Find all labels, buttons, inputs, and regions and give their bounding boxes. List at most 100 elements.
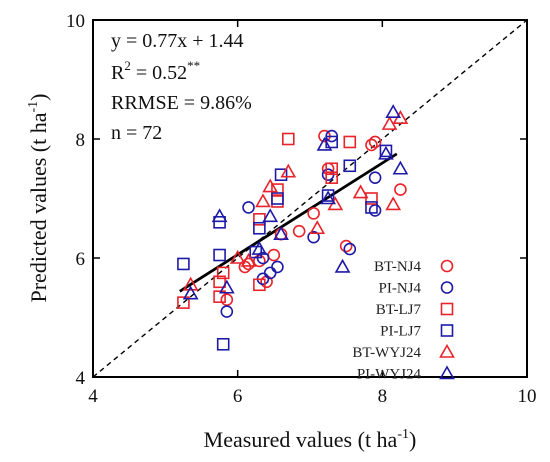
- point-bt-wyj24: [240, 252, 257, 267]
- reference-lines: [92, 19, 528, 378]
- point-pi-wyj24: [378, 145, 394, 160]
- legend-marker-bt-wyj24: [439, 343, 455, 358]
- point-pi-nj4: [307, 230, 320, 244]
- point-pi-wyj24: [251, 240, 268, 255]
- point-pi-lj7: [249, 245, 263, 259]
- point-pi-nj4: [220, 305, 234, 318]
- y-tick-label: 6: [76, 249, 86, 270]
- sample-count: n = 72: [111, 122, 162, 144]
- y-axis-label-text: Predicted values (t ha: [26, 112, 51, 302]
- point-pi-wyj24: [273, 226, 289, 240]
- x-tick-label: 8: [378, 386, 388, 407]
- axis-ticks: 4 6 8 10 4 6 8 10: [66, 11, 537, 407]
- point-bt-nj4: [292, 224, 306, 238]
- x-tick-label: 10: [518, 386, 537, 407]
- point-bt-wyj24: [352, 184, 369, 199]
- point-bt-nj4: [368, 135, 382, 149]
- x-axis-label: Measured values (t ha-1): [204, 427, 417, 452]
- point-pi-wyj24: [182, 285, 199, 300]
- point-bt-nj4: [394, 183, 407, 196]
- point-bt-lj7: [213, 290, 226, 303]
- y-tick-label: 10: [66, 11, 85, 32]
- point-bt-wyj24: [309, 220, 326, 235]
- legend-marker-pi-lj7: [440, 324, 454, 337]
- point-bt-lj7: [216, 266, 230, 280]
- x-tick-label: 6: [233, 386, 243, 407]
- point-bt-wyj24: [280, 163, 297, 178]
- r-squared-superscript: 2: [124, 58, 131, 73]
- x-axis-label-superscript: -1: [397, 427, 409, 442]
- point-bt-nj4: [253, 254, 266, 268]
- point-bt-lj7: [343, 135, 357, 149]
- point-pi-lj7: [213, 216, 226, 229]
- point-pi-lj7: [274, 168, 288, 181]
- point-pi-nj4: [368, 204, 382, 217]
- rrmse-text: RRMSE = 9.86%: [111, 92, 252, 114]
- regression-line: [179, 152, 398, 293]
- point-pi-lj7: [379, 144, 393, 158]
- point-pi-wyj24: [262, 208, 279, 223]
- point-pi-nj4: [271, 260, 284, 274]
- r-squared-value: = 0.52: [131, 62, 187, 84]
- legend-label-bt-wyj24: BT-WYJ24: [352, 345, 421, 361]
- legend-label-pi-wyj24: PI-WYJ24: [357, 367, 422, 383]
- legend-label-bt-lj7: BT-LJ7: [376, 302, 422, 318]
- point-bt-wyj24: [262, 178, 279, 193]
- legend: BT-NJ4 PI-NJ4 BT-LJ7 PI-LJ7 BT-WYJ24 PI-WYJ24: [352, 259, 455, 383]
- point-bt-lj7: [365, 192, 378, 205]
- point-bt-wyj24: [385, 196, 402, 211]
- point-pi-nj4: [368, 171, 382, 184]
- point-bt-wyj24: [182, 276, 199, 291]
- point-bt-lj7: [325, 162, 339, 176]
- point-pi-wyj24: [211, 208, 228, 223]
- significance-marker: **: [187, 58, 200, 73]
- r-squared-text: R2 = 0.52**: [111, 58, 200, 84]
- point-pi-lj7: [321, 189, 335, 202]
- y-axis-label-end: ): [26, 94, 51, 101]
- point-bt-wyj24: [255, 193, 271, 208]
- point-pi-wyj24: [385, 104, 402, 119]
- plot-frame: [92, 19, 528, 378]
- data-points: [177, 104, 409, 351]
- point-pi-lj7: [216, 337, 230, 351]
- point-pi-lj7: [177, 257, 190, 271]
- legend-marker-bt-nj4: [440, 259, 454, 273]
- one-to-one-line: [92, 19, 528, 378]
- point-pi-wyj24: [320, 190, 336, 205]
- r-squared-label: R: [111, 62, 125, 84]
- point-pi-lj7: [253, 221, 266, 235]
- point-bt-lj7: [271, 183, 284, 196]
- point-pi-wyj24: [218, 279, 235, 294]
- point-bt-lj7: [271, 195, 284, 208]
- point-bt-nj4: [267, 248, 281, 262]
- x-tick-label: 4: [88, 386, 98, 407]
- point-bt-nj4: [220, 293, 234, 306]
- legend-marker-bt-lj7: [440, 302, 454, 316]
- point-pi-lj7: [343, 159, 357, 173]
- x-axis-label-text: Measured values (t ha: [204, 427, 398, 452]
- point-pi-wyj24: [316, 136, 333, 151]
- y-axis-label-superscript: -1: [26, 101, 41, 113]
- y-tick-label: 4: [76, 368, 86, 389]
- point-bt-nj4: [365, 138, 378, 152]
- point-pi-wyj24: [392, 160, 409, 175]
- point-bt-wyj24: [381, 115, 398, 130]
- point-pi-nj4: [343, 242, 357, 256]
- point-bt-lj7: [177, 296, 190, 309]
- point-bt-wyj24: [229, 249, 246, 264]
- point-bt-nj4: [339, 239, 353, 253]
- legend-label-pi-nj4: PI-NJ4: [378, 281, 421, 297]
- legend-marker-pi-nj4: [440, 281, 454, 294]
- legend-marker-pi-wyj24: [439, 365, 455, 380]
- point-pi-lj7: [213, 248, 226, 262]
- point-bt-lj7: [213, 275, 226, 289]
- point-bt-lj7: [281, 132, 295, 146]
- point-pi-lj7: [365, 201, 378, 214]
- point-bt-lj7: [253, 278, 266, 292]
- legend-label-pi-lj7: PI-LJ7: [380, 324, 421, 340]
- regression-equation: y = 0.77x + 1.44: [111, 30, 244, 52]
- point-pi-nj4: [242, 201, 255, 214]
- y-tick-label: 8: [76, 130, 86, 151]
- point-pi-lj7: [271, 192, 284, 205]
